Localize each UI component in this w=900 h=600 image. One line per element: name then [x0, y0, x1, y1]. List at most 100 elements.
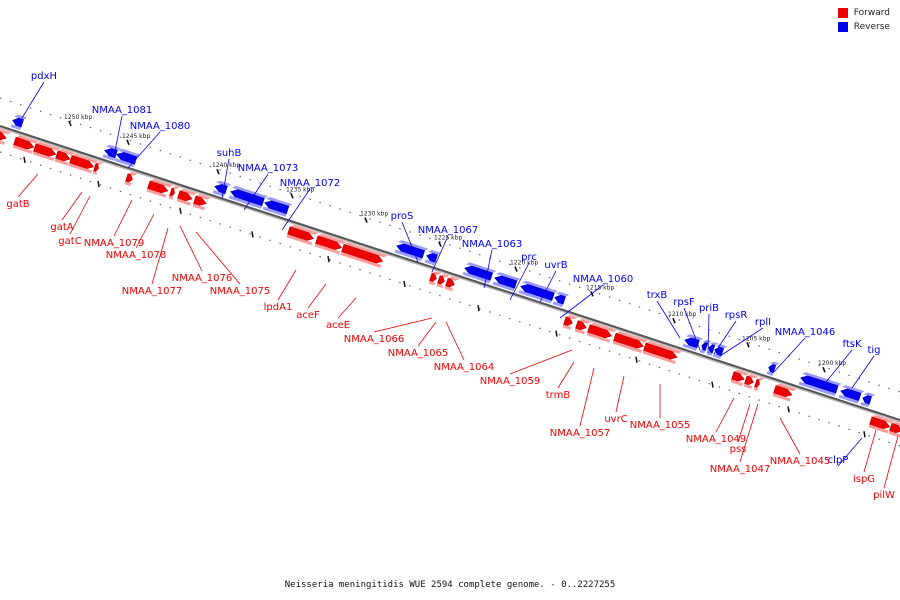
reverse-gene-block: [706, 342, 719, 356]
gene-block-top: [616, 331, 649, 343]
gene-block-shadow: [772, 393, 791, 402]
reverse-gene-block: [766, 361, 780, 376]
leader-line: [713, 320, 737, 355]
leader-line: [135, 213, 155, 249]
leader-line: [61, 191, 83, 221]
forward-gene-block: [444, 276, 460, 292]
gene-label: NMAA_1075: [210, 286, 271, 297]
gene-block-top: [150, 179, 173, 188]
inner-tick: [23, 156, 26, 163]
scale-label: 1205 kbp: [742, 335, 770, 342]
scale-label: 1215 kbp: [586, 284, 614, 291]
inner-tick: [251, 231, 254, 238]
gene-label: NMAA_1057: [550, 428, 611, 439]
leader-line: [17, 173, 39, 198]
gene-label: rpsF: [673, 297, 695, 308]
gene-label: aceE: [326, 320, 350, 331]
gene-block-shadow: [424, 259, 436, 266]
gene-block-body: [520, 284, 555, 302]
gene-block-top: [578, 318, 592, 324]
gene-block-shadow: [262, 206, 287, 217]
reverse-gene-block: [102, 144, 122, 161]
scale-tick: [438, 241, 442, 248]
scale-label: 1250 kbp: [64, 114, 92, 121]
leader-line: [837, 437, 863, 467]
scale-tick: [290, 193, 294, 199]
gene-block-body: [147, 180, 169, 194]
gene-block-top: [118, 148, 141, 157]
gene-label: aceF: [296, 310, 320, 321]
gene-block-shadow: [68, 163, 93, 174]
gene-label: rpsR: [725, 310, 748, 321]
gene-block-body: [563, 316, 573, 327]
forward-gene-block: [286, 224, 319, 246]
gene-block-shadow: [518, 290, 552, 304]
gene-label: tig: [867, 345, 880, 356]
gene-block-shadow: [766, 371, 774, 376]
leader-line: [195, 231, 241, 285]
reverse-gene-block: [682, 334, 704, 351]
leader-line: [683, 307, 701, 351]
forward-gene-block: [314, 233, 347, 255]
leader-line: [337, 297, 357, 319]
gene-block-shadow: [586, 332, 611, 343]
leader-line: [127, 131, 161, 169]
gene-block-shadow: [888, 430, 900, 438]
inner-tick: [403, 280, 406, 288]
leader-line: [509, 349, 573, 375]
gene-block-top: [440, 273, 450, 278]
leader-line: [281, 188, 311, 231]
legend: Forward Reverse: [837, 8, 890, 36]
gene-block-shadow: [286, 234, 313, 246]
legend-label: Reverse: [853, 22, 890, 32]
gene-block-shadow: [562, 324, 572, 330]
gene-block-body: [869, 416, 891, 430]
forward-gene-block: [54, 149, 76, 166]
gene-block-top: [428, 249, 442, 255]
gene-label: NMAA_1049: [686, 434, 747, 445]
gene-block-top: [290, 224, 319, 235]
gene-label: NMAA_1066: [344, 334, 405, 345]
forward-gene-block: [124, 171, 138, 187]
forward-gene-block: [562, 314, 578, 330]
gene-block-body: [193, 195, 207, 206]
gene-block-top: [16, 135, 39, 144]
gene-block-body: [684, 337, 700, 349]
forward-gene-block: [436, 273, 450, 289]
forward-gene-block: [192, 194, 212, 211]
scale-label: 1225 kbp: [434, 235, 462, 242]
leader-line: [221, 158, 230, 199]
gene-block-body: [426, 253, 438, 263]
forward-gene-block: [0, 128, 12, 145]
leader-line: [373, 317, 433, 333]
gene-block-shadow: [699, 349, 706, 354]
leader-line: [509, 262, 530, 301]
leader-line: [739, 403, 759, 463]
gene-block-shadow: [838, 394, 859, 404]
gene-label: trxB: [647, 290, 668, 301]
gene-block-top: [802, 372, 842, 386]
gene-label: NMAA_1080: [130, 121, 191, 132]
gene-label: gatA: [50, 222, 73, 233]
leader-line: [773, 337, 806, 373]
leader-line: [539, 270, 557, 303]
gene-block-body: [13, 136, 35, 150]
gene-block-top: [58, 149, 76, 156]
gene-block-shadow: [228, 195, 262, 209]
gene-block-shadow: [10, 124, 22, 131]
gene-label: pdxH: [31, 71, 57, 82]
reverse-gene-block: [228, 185, 269, 209]
gene-label: ftsK: [842, 339, 861, 350]
gene-block-body: [69, 155, 95, 170]
reverse-gene-block: [492, 272, 521, 292]
leader-line: [737, 403, 751, 443]
gene-block-top: [398, 240, 429, 251]
gene-block-shadow: [394, 249, 423, 262]
legend-item-reverse: Reverse: [837, 22, 890, 32]
gene-block-top: [566, 314, 578, 320]
gene-block-top: [734, 369, 750, 376]
gene-label: NMAA_1078: [106, 250, 167, 261]
inner-tick: [477, 305, 480, 312]
